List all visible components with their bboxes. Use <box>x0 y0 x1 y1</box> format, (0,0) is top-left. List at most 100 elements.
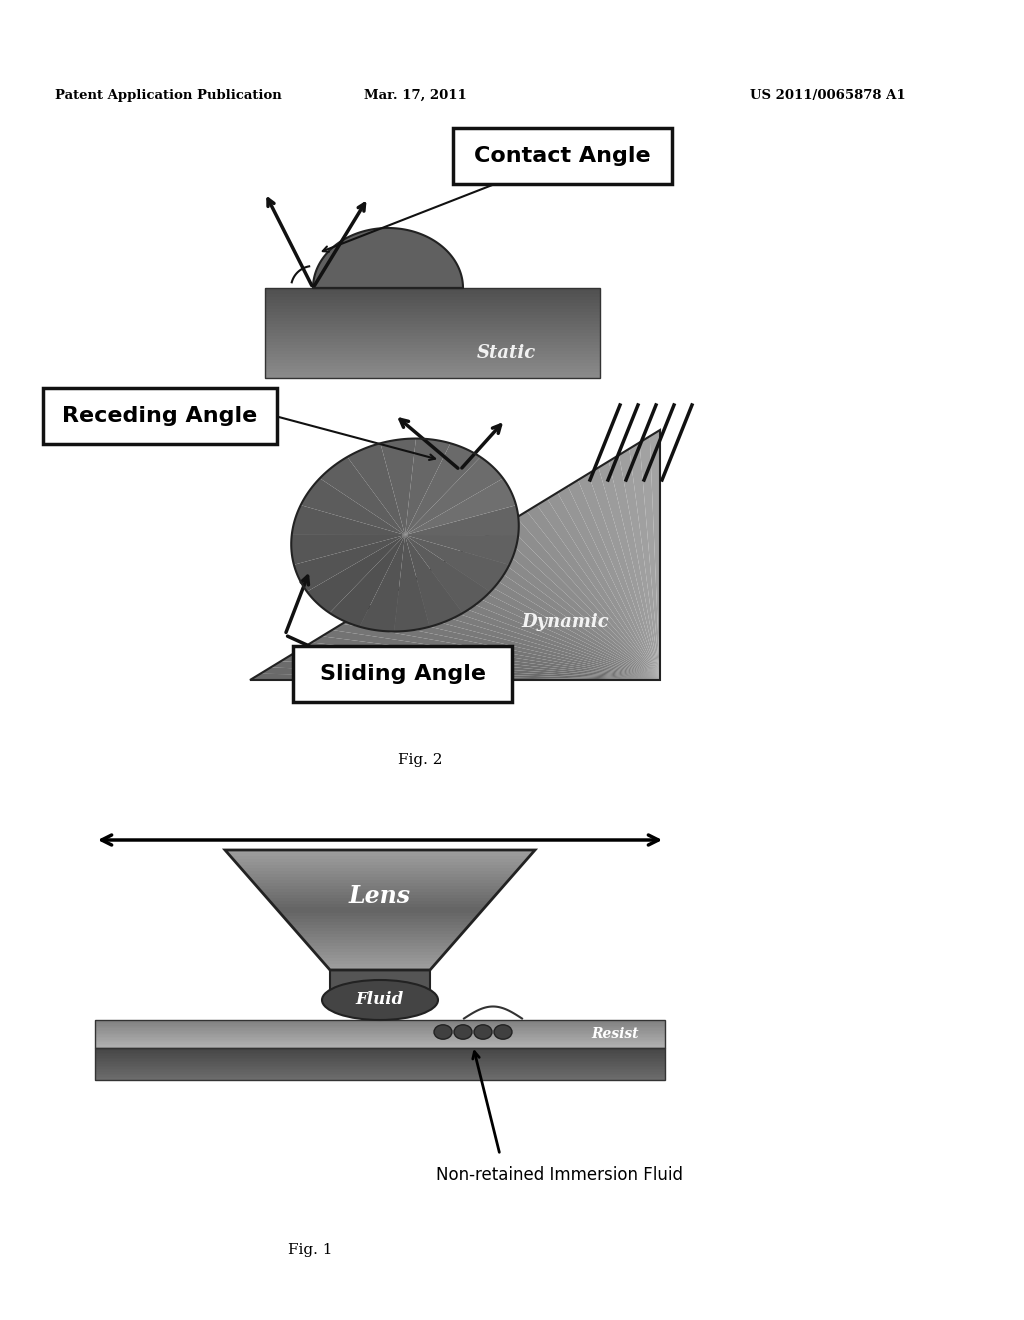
Bar <box>265 300 600 304</box>
Polygon shape <box>281 655 660 680</box>
Bar <box>265 290 600 294</box>
Bar <box>265 327 600 331</box>
Polygon shape <box>516 511 660 680</box>
Polygon shape <box>588 467 660 680</box>
Bar <box>265 309 600 313</box>
Polygon shape <box>307 535 406 612</box>
Polygon shape <box>328 968 432 970</box>
Polygon shape <box>322 630 660 680</box>
Polygon shape <box>406 478 516 535</box>
Polygon shape <box>316 954 443 958</box>
Ellipse shape <box>434 1024 452 1039</box>
Bar <box>95 1044 665 1047</box>
Polygon shape <box>288 921 472 925</box>
Bar <box>265 370 600 374</box>
Bar <box>95 1048 665 1051</box>
Bar <box>95 1067 665 1069</box>
Polygon shape <box>281 913 480 916</box>
Polygon shape <box>406 535 509 591</box>
Bar <box>95 1063 665 1065</box>
Bar <box>265 288 600 292</box>
Polygon shape <box>475 536 660 680</box>
Bar <box>265 366 600 370</box>
Bar <box>265 339 600 343</box>
Polygon shape <box>325 964 435 968</box>
Polygon shape <box>301 937 459 940</box>
Polygon shape <box>406 535 518 565</box>
Polygon shape <box>293 928 467 931</box>
Bar <box>265 297 600 301</box>
Polygon shape <box>319 958 440 961</box>
Polygon shape <box>506 517 660 680</box>
Polygon shape <box>296 931 464 935</box>
Bar <box>265 342 600 346</box>
Bar <box>265 363 600 367</box>
Polygon shape <box>259 888 501 892</box>
Polygon shape <box>314 952 445 954</box>
Polygon shape <box>557 486 660 680</box>
Bar <box>265 351 600 355</box>
Text: Resist: Resist <box>591 1027 639 1041</box>
Bar <box>265 372 600 376</box>
Bar <box>95 1057 665 1060</box>
Polygon shape <box>394 535 430 631</box>
Bar <box>265 360 600 364</box>
Polygon shape <box>414 574 660 680</box>
Polygon shape <box>306 942 454 946</box>
Polygon shape <box>323 961 438 964</box>
Bar <box>95 1065 665 1068</box>
Polygon shape <box>267 898 493 902</box>
Bar <box>265 333 600 337</box>
Polygon shape <box>330 535 406 627</box>
Polygon shape <box>640 436 660 680</box>
Bar <box>95 1024 665 1027</box>
Polygon shape <box>359 535 406 631</box>
Bar <box>265 304 600 308</box>
Polygon shape <box>332 624 660 680</box>
Bar <box>265 288 600 378</box>
Polygon shape <box>313 228 463 288</box>
Polygon shape <box>291 648 660 680</box>
Bar <box>265 321 600 325</box>
Polygon shape <box>250 673 660 680</box>
Bar <box>265 294 600 298</box>
Bar <box>95 1073 665 1076</box>
Text: Fig. 2: Fig. 2 <box>397 752 442 767</box>
Bar <box>95 1043 665 1045</box>
Bar <box>95 1069 665 1072</box>
Polygon shape <box>373 599 660 680</box>
Polygon shape <box>232 859 527 862</box>
Bar <box>95 1049 665 1052</box>
FancyBboxPatch shape <box>453 128 672 183</box>
Bar <box>265 330 600 334</box>
Bar <box>95 1026 665 1028</box>
Polygon shape <box>230 855 529 859</box>
Bar <box>95 1071 665 1073</box>
Polygon shape <box>434 561 660 680</box>
Polygon shape <box>618 449 660 680</box>
Polygon shape <box>299 935 462 937</box>
Bar <box>95 1041 665 1043</box>
Bar <box>95 1072 665 1074</box>
Bar <box>265 315 600 319</box>
Bar <box>265 348 600 352</box>
Text: Receding Angle: Receding Angle <box>62 407 258 426</box>
Polygon shape <box>278 909 482 913</box>
Polygon shape <box>292 506 406 535</box>
Bar <box>330 970 430 1001</box>
Polygon shape <box>256 886 504 888</box>
Polygon shape <box>301 478 406 535</box>
Polygon shape <box>291 925 469 928</box>
Bar <box>95 1031 665 1034</box>
Ellipse shape <box>494 1024 512 1039</box>
Polygon shape <box>301 643 660 680</box>
Text: Dynamic: Dynamic <box>521 612 609 631</box>
Bar <box>95 1022 665 1024</box>
Polygon shape <box>311 949 449 952</box>
Polygon shape <box>304 940 457 942</box>
Polygon shape <box>393 586 660 680</box>
Polygon shape <box>383 593 660 680</box>
Bar <box>265 356 600 360</box>
Text: Non-retained Immersion Fluid: Non-retained Immersion Fluid <box>436 1166 683 1184</box>
Text: Patent Application Publication: Patent Application Publication <box>55 88 282 102</box>
